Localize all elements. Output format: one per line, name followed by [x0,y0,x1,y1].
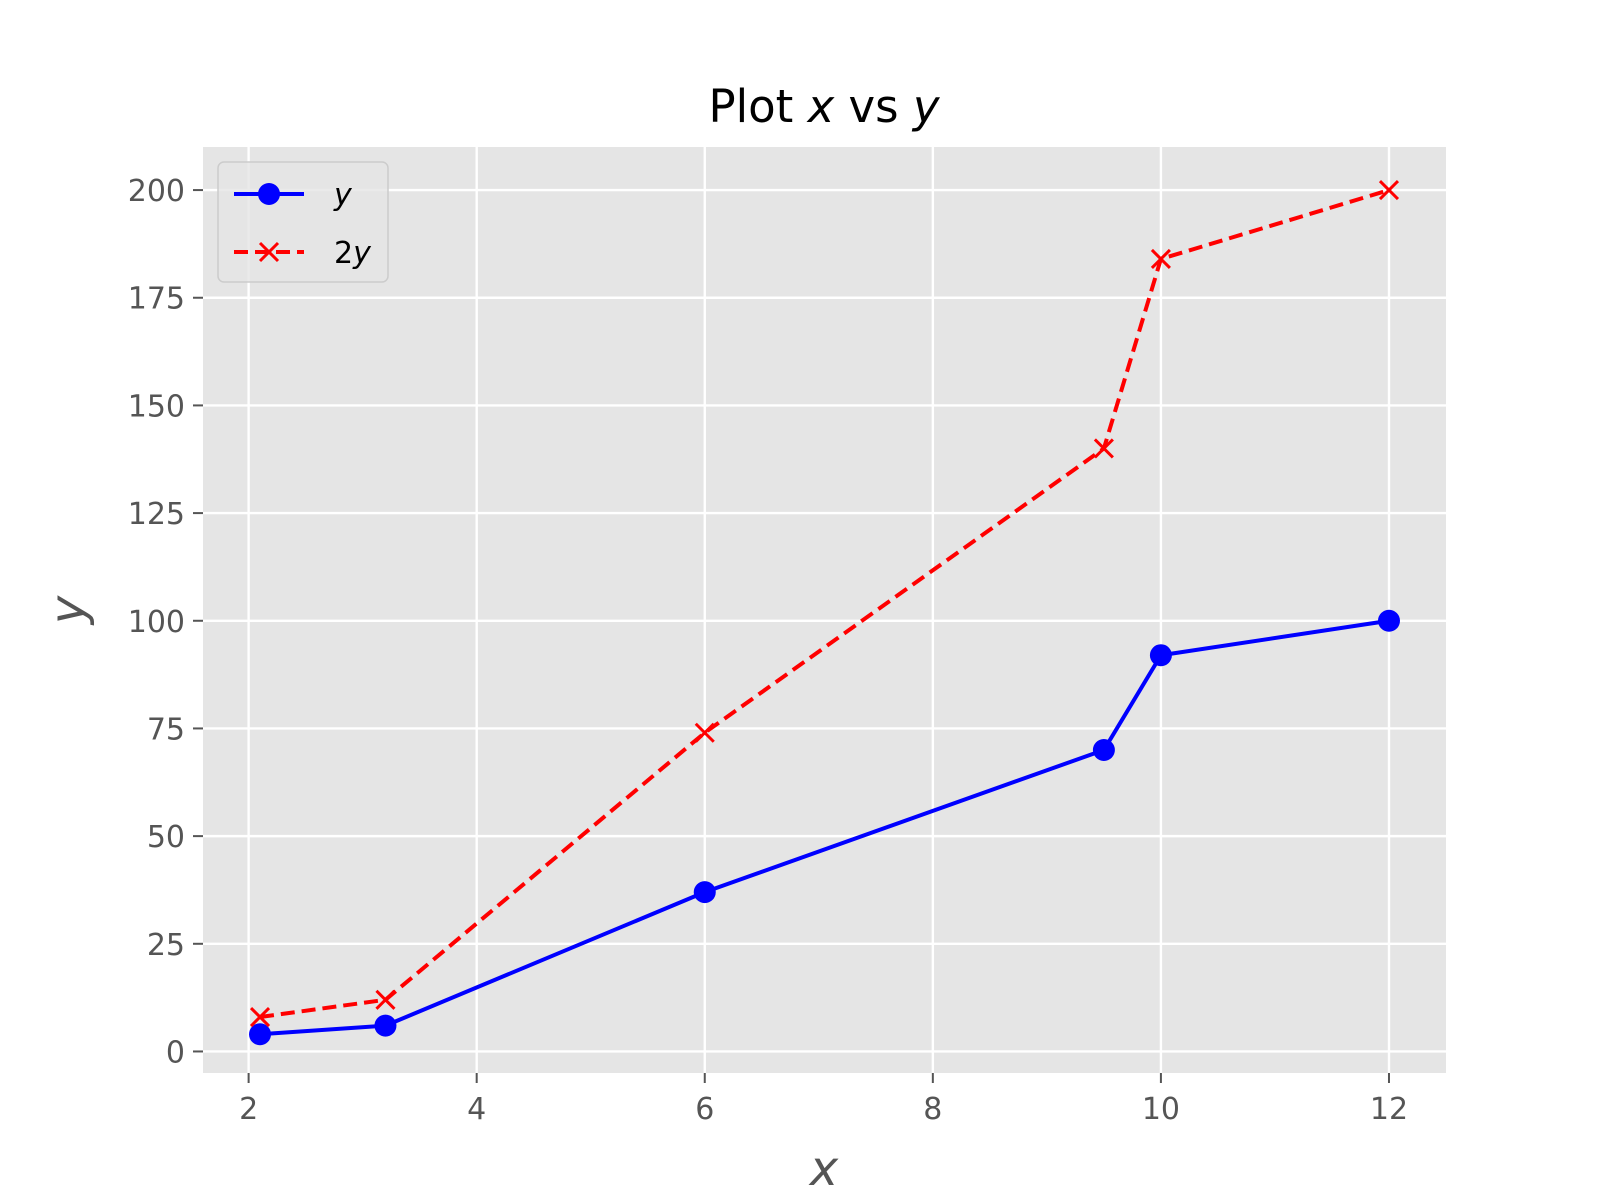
x-tick-label: 4 [467,1092,486,1127]
y-tick-label: 100 [128,605,185,640]
plot-area [203,147,1446,1073]
data-point [375,989,396,1010]
data-point [1150,248,1171,270]
data-point [249,1023,272,1046]
series-y [249,609,1400,1046]
data-point [1093,438,1114,459]
data-point [1149,644,1172,667]
data-point-stroke [375,989,396,1010]
data-point-stroke [249,1006,271,1028]
data-point [694,722,715,743]
legend: y 2y [217,161,389,283]
y-tick-label: 150 [128,389,185,424]
y-tick-label: 125 [128,497,185,532]
data-point-stroke [1378,180,1400,201]
x-tick-label: 10 [1142,1092,1180,1127]
series-line [259,188,1390,1019]
legend-label: 2y [334,236,372,271]
x-tick-label: 12 [1370,1092,1408,1127]
chart-title: Plot x vs y [708,80,940,133]
data-point [1377,609,1400,632]
legend-item: y [234,178,353,213]
series-2y [249,180,1400,1028]
data-point [374,1014,397,1037]
legend-swatch-marker [258,183,280,205]
data-point [249,1006,271,1028]
series-layer [249,180,1400,1046]
data-point [1092,738,1115,761]
y-tick-label: 200 [128,174,185,209]
x-tick-label: 8 [923,1092,942,1127]
data-point-stroke [1150,248,1171,270]
x-tick-label: 6 [695,1092,714,1127]
data-point-stroke [694,722,715,743]
axis-ticks: 2 4 6 8 10 12 0 25 50 75 100 125 150 175 200 [128,174,1408,1127]
y-tick-label: 175 [128,282,185,317]
x-axis-label: x [808,1141,839,1197]
legend-swatch-marker [258,241,280,263]
y-tick-label: 25 [147,928,185,963]
y-tick-label: 50 [147,820,185,855]
y-tick-label: 0 [166,1035,185,1070]
data-point-stroke [1093,438,1114,459]
x-tick-label: 2 [239,1092,258,1127]
data-point [693,881,716,904]
y-tick-label: 75 [147,712,185,747]
data-point [1378,180,1400,201]
legend-item: 2y [234,236,372,271]
series-line [259,618,1390,1037]
legend-label: y [333,178,353,213]
y-axis-label: y [40,595,96,626]
